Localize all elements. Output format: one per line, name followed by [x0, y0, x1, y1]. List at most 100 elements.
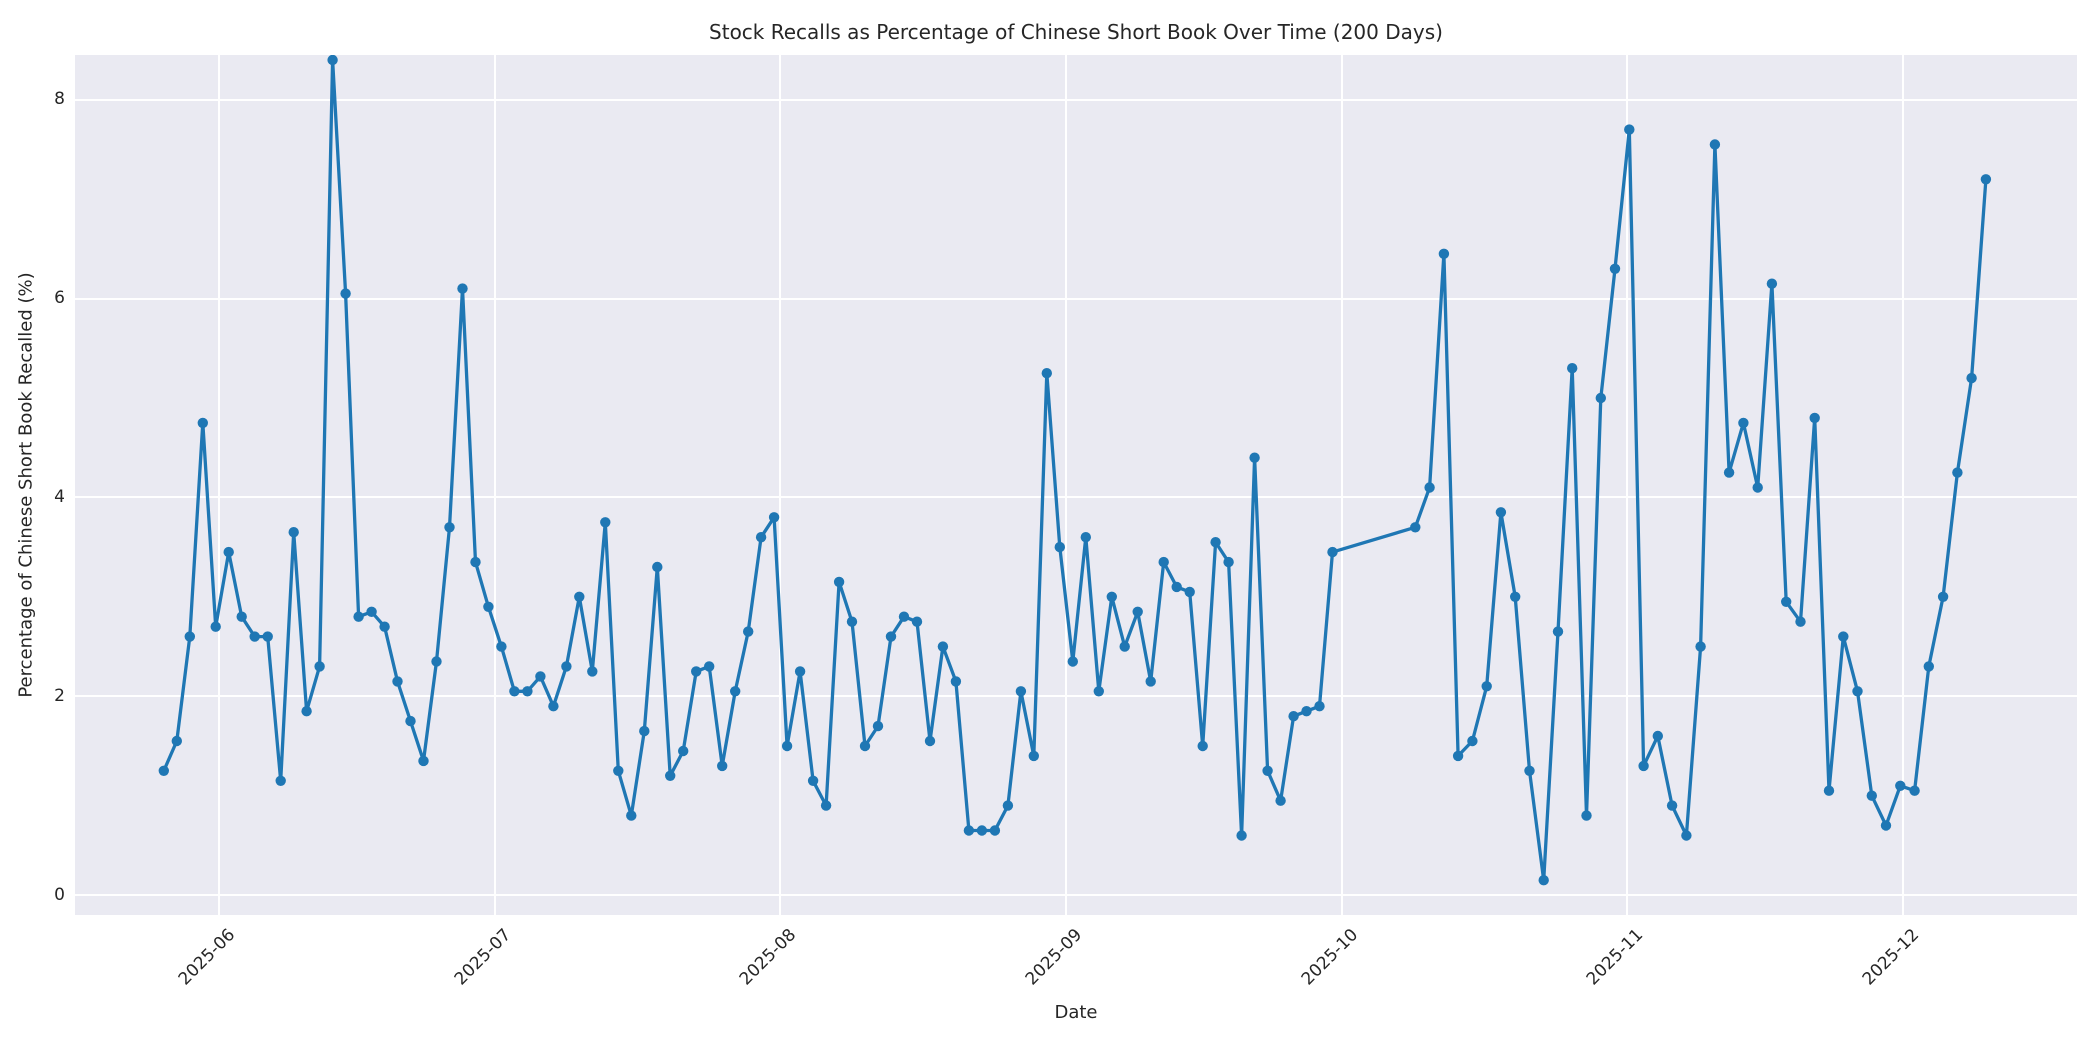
data-point — [1524, 765, 1535, 776]
data-point — [1652, 730, 1664, 742]
data-point — [1966, 372, 1977, 384]
data-point — [1752, 482, 1763, 493]
data-point — [1781, 596, 1792, 607]
data-point — [781, 740, 793, 752]
data-point — [807, 775, 819, 786]
data-point — [1766, 278, 1778, 289]
data-point — [600, 517, 611, 528]
chart-title: Stock Recalls as Percentage of Chinese S… — [709, 20, 1443, 44]
data-point — [1723, 467, 1735, 478]
data-point — [1106, 591, 1118, 602]
data-point — [820, 800, 832, 811]
data-point — [872, 720, 884, 732]
data-point — [911, 616, 923, 627]
data-point — [509, 686, 520, 697]
data-point — [976, 825, 988, 836]
data-point — [1015, 686, 1027, 697]
data-point — [1028, 750, 1039, 762]
gridline-y-6 — [75, 297, 2077, 300]
data-point — [522, 686, 533, 697]
data-point — [1609, 263, 1621, 274]
data-point — [717, 760, 728, 772]
data-point — [1410, 522, 1421, 533]
data-point — [327, 55, 338, 66]
data-point — [1481, 681, 1492, 692]
data-point — [1288, 711, 1299, 722]
data-point — [1002, 800, 1014, 811]
data-point — [1197, 740, 1208, 752]
data-point — [937, 641, 949, 652]
gridline-y-0 — [75, 894, 2077, 897]
data-point — [418, 755, 429, 767]
data-point — [1595, 392, 1607, 404]
data-point — [1184, 586, 1195, 598]
data-point — [249, 631, 260, 642]
data-point — [639, 725, 650, 737]
data-point — [210, 621, 221, 632]
data-point — [859, 740, 871, 752]
data-point — [730, 686, 741, 697]
gridline-x-2025-09 — [1064, 55, 1067, 915]
data-point — [1838, 631, 1849, 642]
data-point — [587, 666, 598, 677]
x-tick-label-2025-07: 2025-07 — [450, 925, 516, 990]
data-point — [1709, 139, 1721, 150]
data-point — [314, 661, 325, 672]
data-point — [1236, 830, 1247, 841]
data-point — [1327, 546, 1338, 558]
x-tick-label-2025-09: 2025-09 — [1021, 925, 1086, 990]
data-point — [275, 775, 286, 786]
gridline-x-2025-10 — [1340, 55, 1343, 915]
gridline-x-2025-07 — [494, 55, 497, 915]
y-tick-label-6: 6 — [54, 288, 65, 309]
data-point — [898, 611, 910, 622]
data-point — [963, 825, 975, 836]
data-point — [561, 661, 572, 672]
data-point — [1795, 616, 1806, 627]
data-point — [457, 283, 468, 294]
data-point — [613, 765, 624, 776]
data-point — [1171, 581, 1182, 593]
data-point — [340, 288, 351, 299]
x-tick-label-2025-08: 2025-08 — [736, 925, 801, 990]
data-point — [444, 522, 455, 533]
data-point — [1467, 735, 1478, 747]
data-point — [1510, 591, 1521, 602]
plot-area — [75, 55, 2077, 915]
data-point — [535, 671, 546, 682]
y-tick-label-8: 8 — [54, 89, 65, 110]
data-point — [379, 621, 390, 632]
data-point — [431, 656, 442, 667]
data-point — [1809, 412, 1820, 424]
x-tick-label-2025-10: 2025-10 — [1297, 925, 1362, 990]
data-point — [1695, 641, 1706, 652]
data-point — [223, 546, 234, 558]
gridline-y-2 — [75, 695, 2077, 698]
data-point — [184, 631, 195, 642]
data-point — [989, 825, 1001, 836]
data-point — [885, 631, 897, 642]
data-point — [1424, 482, 1435, 493]
data-point — [1581, 810, 1592, 821]
data-point — [1158, 556, 1169, 568]
data-point — [1937, 591, 1949, 602]
data-point — [288, 527, 299, 538]
data-point — [1223, 556, 1234, 568]
data-point — [470, 556, 481, 568]
data-point — [1438, 248, 1450, 259]
data-point — [846, 616, 858, 627]
data-point — [1495, 507, 1507, 518]
data-point — [1314, 701, 1325, 712]
x-axis-title: Date — [1054, 1002, 1098, 1023]
data-point — [1980, 174, 1992, 185]
data-point — [171, 735, 182, 747]
y-tick-label-2: 2 — [54, 685, 65, 706]
x-tick-label-2025-11: 2025-11 — [1582, 925, 1648, 990]
data-point — [574, 591, 585, 602]
data-point — [1132, 606, 1143, 617]
data-point — [652, 561, 663, 573]
gridline-x-2025-11 — [1625, 55, 1628, 915]
data-point — [1119, 641, 1130, 652]
data-point — [1895, 780, 1906, 791]
